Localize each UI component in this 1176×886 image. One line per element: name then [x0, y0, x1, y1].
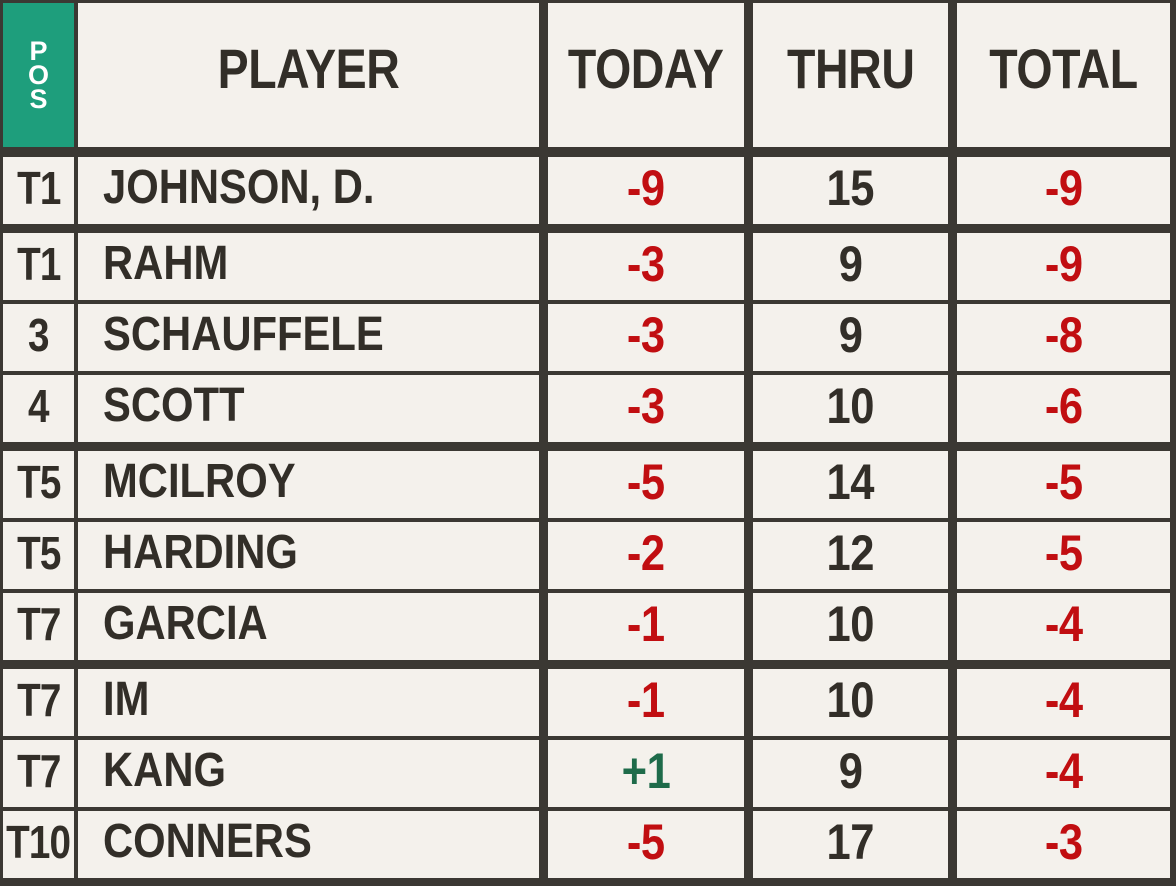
thru-cell: 12	[753, 522, 957, 589]
pos-header-vertical-label: P O S	[27, 36, 49, 114]
thru-cell: 14	[753, 451, 957, 518]
today-cell: -5	[548, 811, 753, 878]
player-cell: CONNERS	[78, 811, 548, 878]
total-header-label: TOTAL	[989, 36, 1138, 100]
table-row-conners: T10 CONNERS -5 17 -3	[3, 811, 1170, 878]
thru-cell: 9	[753, 304, 957, 371]
pos-cell: 4	[3, 375, 78, 442]
thru-cell: 10	[753, 669, 957, 736]
player-cell: RAHM	[78, 233, 548, 300]
player-cell: MCILROY	[78, 451, 548, 518]
player-column-header: PLAYER	[78, 3, 548, 147]
thru-cell: 9	[753, 233, 957, 300]
thru-cell: 10	[753, 593, 957, 660]
total-cell: -9	[1044, 159, 1083, 216]
today-header-label: TODAY	[568, 36, 724, 100]
player-cell: SCOTT	[78, 375, 548, 442]
today-cell: -1	[548, 593, 753, 660]
today-cell: -3	[548, 233, 753, 300]
table-row-mcilroy: T5 MCILROY -5 14 -5	[3, 451, 1170, 522]
today-cell: -3	[548, 304, 753, 371]
pos-cell: 3	[3, 304, 78, 371]
pos-column-header: P O S	[3, 3, 78, 147]
player-cell: HARDING	[78, 522, 548, 589]
pos-letter: P	[29, 36, 48, 66]
player-cell: KANG	[78, 740, 548, 807]
thru-cell: 15	[753, 157, 957, 224]
table-row-kang: T7 KANG +1 9 -4	[3, 740, 1170, 811]
pos-cell: T7	[3, 593, 78, 660]
total-column-header: TOTAL	[957, 3, 1170, 147]
pos-cell: T1	[3, 157, 78, 224]
player-cell: JOHNSON, D.	[78, 157, 548, 224]
total-cell: -5	[1044, 524, 1083, 581]
thru-cell: 10	[753, 375, 957, 442]
pos-cell: T5	[3, 522, 78, 589]
table-row-johnson: T1 JOHNSON, D. -9 15 -9	[3, 157, 1170, 233]
pos-cell: T7	[3, 669, 78, 736]
player-cell: GARCIA	[78, 593, 548, 660]
pos-cell: T1	[3, 233, 78, 300]
today-cell: -2	[548, 522, 753, 589]
today-cell: -5	[548, 451, 753, 518]
total-cell: -9	[1044, 235, 1083, 292]
pos-cell: T10	[3, 811, 78, 878]
table-row-im: T7 IM -1 10 -4	[3, 669, 1170, 740]
thru-column-header: THRU	[753, 3, 957, 147]
today-column-header: TODAY	[548, 3, 753, 147]
table-row-rahm: T1 RAHM -3 9 -9	[3, 233, 1170, 304]
thru-cell: 17	[753, 811, 957, 878]
today-cell: -3	[548, 375, 753, 442]
player-cell: SCHAUFFELE	[78, 304, 548, 371]
pos-cell: T5	[3, 451, 78, 518]
today-cell: +1	[548, 740, 753, 807]
total-cell: -6	[1044, 377, 1083, 434]
table-row-harding: T5 HARDING -2 12 -5	[3, 522, 1170, 593]
header-row: P O S PLAYER TODAY THRU TOTAL	[3, 3, 1170, 157]
total-cell: -5	[1044, 453, 1083, 510]
pos-letter: O	[27, 60, 49, 90]
pos-cell: T7	[3, 740, 78, 807]
player-header-label: PLAYER	[217, 36, 400, 100]
thru-cell: 9	[753, 740, 957, 807]
total-cell: -8	[1044, 306, 1083, 363]
today-cell: -9	[548, 157, 753, 224]
today-cell: -1	[548, 669, 753, 736]
total-cell: -4	[1044, 742, 1083, 799]
table-row-garcia: T7 GARCIA -1 10 -4	[3, 593, 1170, 669]
table-row-scott: 4 SCOTT -3 10 -6	[3, 375, 1170, 451]
total-cell: -4	[1044, 595, 1083, 652]
player-cell: IM	[78, 669, 548, 736]
thru-header-label: THRU	[786, 36, 915, 100]
total-cell: -3	[1044, 813, 1083, 870]
total-cell: -4	[1044, 671, 1083, 728]
table-row-schauffele: 3 SCHAUFFELE -3 9 -8	[3, 304, 1170, 375]
pos-letter: S	[29, 84, 48, 114]
